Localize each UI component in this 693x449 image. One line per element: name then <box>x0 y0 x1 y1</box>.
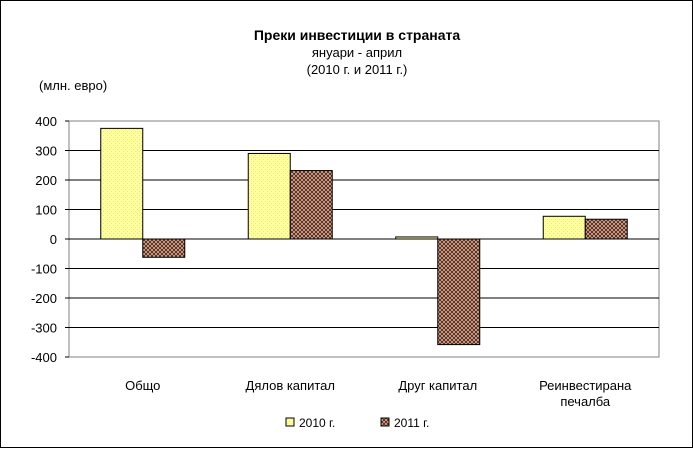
legend-label: 2010 г. <box>299 416 335 430</box>
chart-subtitle-line-2: (2010 г. и 2011 г.) <box>307 62 408 77</box>
y-tick-label: 0 <box>50 232 57 247</box>
x-tick-label: печалба <box>560 394 611 409</box>
y-tick-label: 400 <box>35 114 57 129</box>
chart-subtitle-line-1: януари - април <box>312 45 402 60</box>
bar-series-2 <box>437 238 481 346</box>
legend-swatch <box>285 417 295 427</box>
x-tick-label: Друг капитал <box>398 378 477 393</box>
y-tick-label: -400 <box>31 350 57 365</box>
x-tick-labels: Общо Дялов капитал Друг капитал Реинвестира… <box>125 378 632 409</box>
legend: 2010 г. 2011 г. <box>285 416 429 430</box>
legend-swatch <box>380 417 390 427</box>
y-tick-label: -200 <box>31 291 57 306</box>
bars <box>100 127 628 346</box>
chart-title: Преки инвестиции в страната <box>254 27 461 43</box>
y-tick-label: -300 <box>31 321 57 336</box>
bar-series-2 <box>142 238 186 258</box>
bar-series-1 <box>542 215 586 240</box>
y-tick-label: -100 <box>31 262 57 277</box>
x-tick-label: Дялов капитал <box>246 378 335 393</box>
y-axis-label: (млн. евро) <box>39 78 107 93</box>
bar-series-2 <box>289 170 333 240</box>
bar-series-1 <box>100 127 144 240</box>
x-tick-label: Общо <box>125 378 160 393</box>
legend-label: 2011 г. <box>394 416 429 430</box>
y-tick-label: 100 <box>35 203 57 218</box>
y-tick-label: 200 <box>35 173 57 188</box>
y-tick-label: 300 <box>35 144 57 159</box>
bar-series-2 <box>584 218 628 240</box>
x-tick-label: Реинвестирана <box>539 378 632 393</box>
y-tick-labels: 400 300 200 100 0 -100 -200 -300 -400 <box>31 114 57 365</box>
bar-series-1 <box>247 152 291 240</box>
